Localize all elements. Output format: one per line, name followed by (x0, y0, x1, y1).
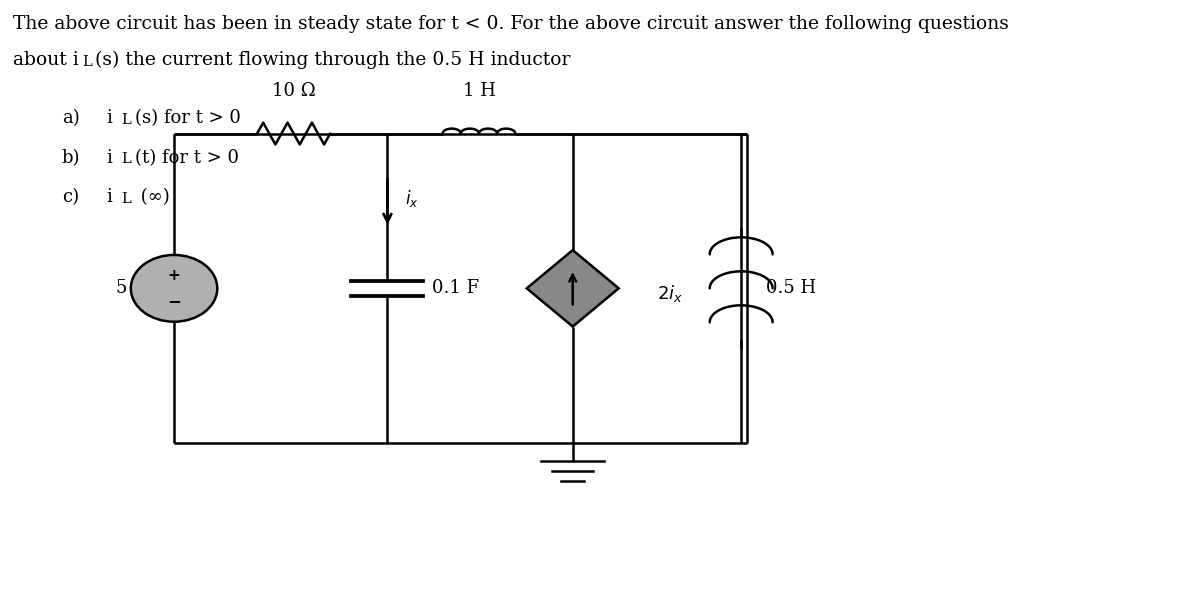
Text: $i_x$: $i_x$ (406, 188, 419, 209)
Text: L: L (82, 55, 91, 69)
Text: i: i (107, 188, 113, 206)
Text: 0.1 F: 0.1 F (432, 279, 480, 297)
Text: b): b) (61, 149, 80, 167)
Text: 1 H: 1 H (462, 82, 496, 100)
Text: L: L (121, 152, 131, 166)
Text: a): a) (61, 109, 79, 127)
Text: (∞): (∞) (134, 188, 169, 206)
Text: i: i (107, 149, 113, 167)
Ellipse shape (131, 255, 217, 322)
Text: i: i (107, 109, 113, 127)
Text: $2i_x$: $2i_x$ (656, 283, 683, 304)
Text: The above circuit has been in steady state for t < 0. For the above circuit answ: The above circuit has been in steady sta… (13, 15, 1009, 33)
Text: (t) for t > 0: (t) for t > 0 (134, 149, 239, 167)
Text: 5 V: 5 V (116, 279, 146, 297)
Text: +: + (168, 268, 180, 283)
Text: (s) the current flowing through the 0.5 H inductor: (s) the current flowing through the 0.5 … (96, 51, 571, 69)
Text: (s) for t > 0: (s) for t > 0 (134, 109, 241, 127)
Text: −: − (167, 292, 181, 310)
Text: L: L (121, 192, 131, 206)
Text: L: L (121, 113, 131, 127)
Text: c): c) (61, 188, 79, 206)
Polygon shape (527, 250, 619, 327)
Text: about i: about i (13, 51, 79, 69)
Text: 10 Ω: 10 Ω (271, 82, 316, 100)
Text: 0.5 H: 0.5 H (766, 279, 816, 297)
